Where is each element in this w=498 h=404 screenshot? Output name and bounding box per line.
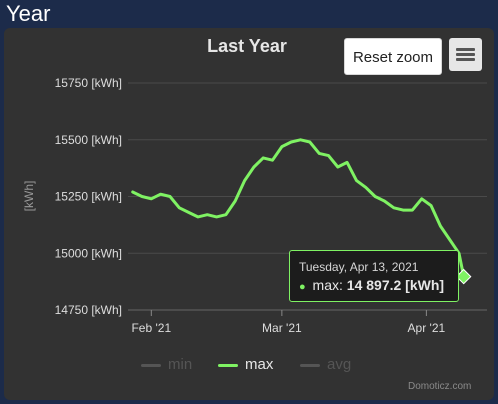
- tooltip-series-label: max:: [312, 277, 343, 293]
- y-tick-label: 15250 [kWh]: [55, 190, 122, 204]
- legend-label-min: min: [168, 356, 193, 373]
- x-tick-label: Feb '21: [131, 321, 171, 335]
- series-line-max: [131, 138, 466, 279]
- hover-marker: [455, 268, 472, 285]
- credits-link[interactable]: Domoticz.com: [408, 381, 472, 392]
- legend-swatch-max: [218, 364, 238, 367]
- tooltip-row: ● max: 14 897.2 [kWh]: [299, 275, 458, 297]
- tooltip-series-dot: ●: [299, 281, 306, 293]
- y-axis-ticks: 15750 [kWh] 15500 [kWh] 15250 [kWh] 15000 […: [55, 76, 122, 317]
- y-tick-label: 14750 [kWh]: [55, 303, 122, 317]
- legend-item-min[interactable]: min: [141, 356, 201, 374]
- y-tick-label: 15500 [kWh]: [55, 133, 122, 147]
- legend-swatch-min: [141, 364, 161, 367]
- page-header: Year: [6, 1, 51, 26]
- legend-item-avg[interactable]: avg: [300, 356, 360, 374]
- y-tick-label: 15000 [kWh]: [55, 246, 122, 260]
- tooltip-date: Tuesday, Apr 13, 2021: [299, 260, 419, 274]
- hamburger-menu-icon[interactable]: [449, 38, 482, 71]
- x-tick-label: Apr '21: [408, 321, 446, 335]
- reset-zoom-button[interactable]: Reset zoom: [344, 38, 442, 75]
- hover-point[interactable]: [455, 268, 472, 285]
- chart-title: Last Year: [207, 36, 287, 56]
- series-max: [131, 138, 466, 279]
- legend-label-max: max: [245, 356, 274, 373]
- x-tick-label: Mar '21: [262, 321, 302, 335]
- tooltip-value: 14 897.2 [kWh]: [346, 277, 445, 293]
- tooltip: Tuesday, Apr 13, 2021 ● max: 14 897.2 [k…: [289, 250, 459, 302]
- legend-item-max[interactable]: max: [218, 356, 288, 374]
- x-axis-ticks: Feb '21 Mar '21 Apr '21: [128, 309, 487, 335]
- legend-swatch-avg: [300, 364, 320, 367]
- y-axis-label: [kWh]: [22, 181, 36, 212]
- y-tick-label: 15750 [kWh]: [55, 76, 122, 90]
- chart-panel: [4, 28, 494, 400]
- legend-label-avg: avg: [327, 356, 352, 373]
